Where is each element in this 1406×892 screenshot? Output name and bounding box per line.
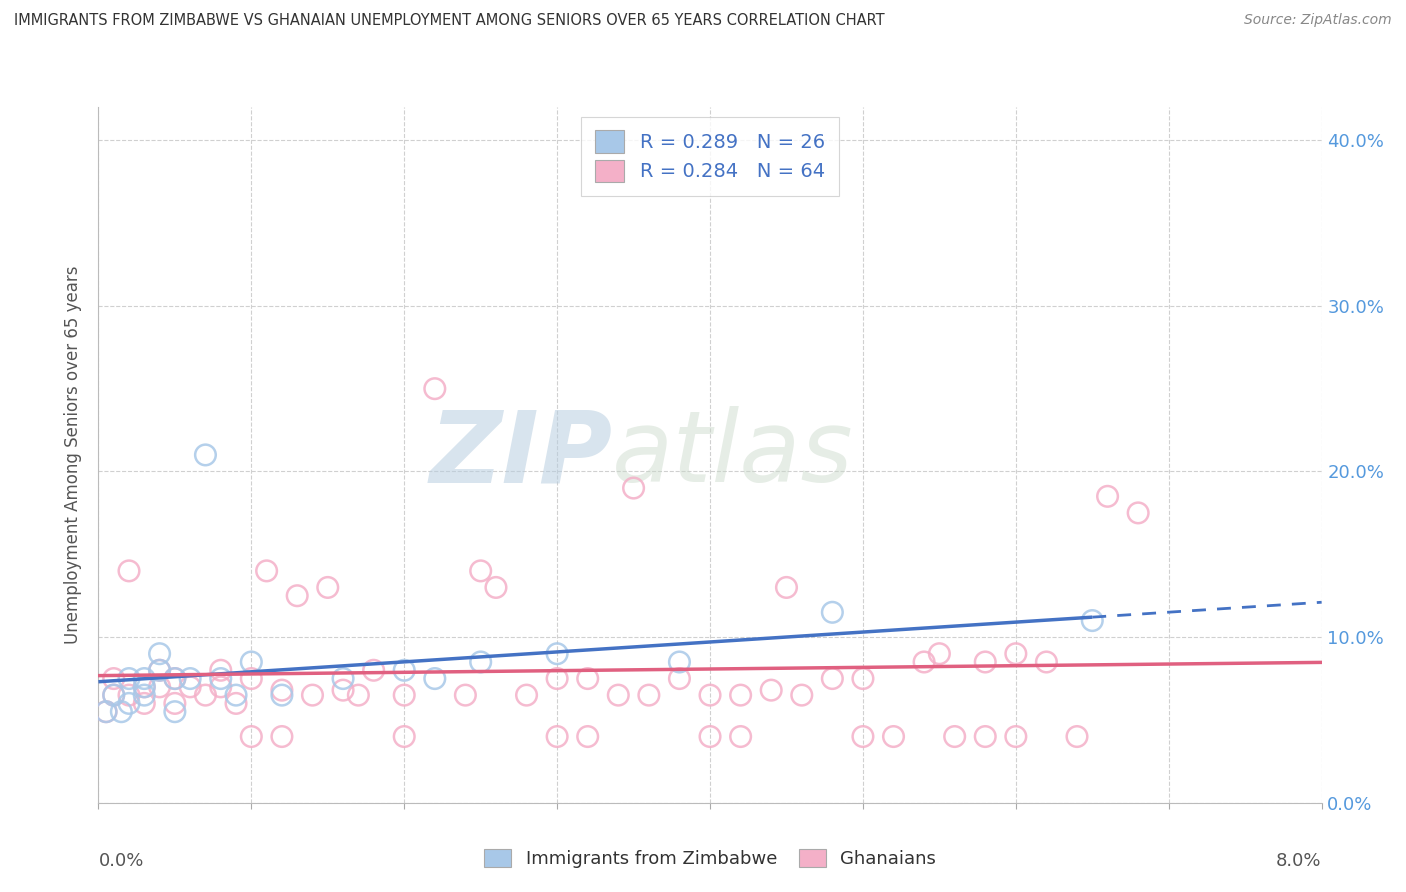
Point: [759, 683, 782, 698]
Point: [790, 688, 813, 702]
Point: [163, 672, 186, 686]
Text: ZIP: ZIP: [429, 407, 612, 503]
Text: IMMIGRANTS FROM ZIMBABWE VS GHANAIAN UNEMPLOYMENT AMONG SENIORS OVER 65 YEARS CO: IMMIGRANTS FROM ZIMBABWE VS GHANAIAN UNE…: [14, 13, 884, 29]
Point: [392, 688, 416, 702]
Point: [470, 655, 492, 669]
Text: 8.0%: 8.0%: [1277, 852, 1322, 870]
Point: [134, 697, 156, 711]
Point: [134, 672, 156, 686]
Point: [179, 680, 201, 694]
Point: [209, 680, 232, 694]
Point: [883, 730, 905, 744]
Point: [852, 730, 875, 744]
Point: [821, 605, 844, 619]
Point: [576, 672, 599, 686]
Point: [546, 672, 568, 686]
Point: [163, 672, 186, 686]
Point: [1004, 647, 1026, 661]
Point: [974, 730, 997, 744]
Point: [149, 647, 172, 661]
Point: [699, 730, 721, 744]
Point: [94, 705, 117, 719]
Point: [974, 655, 997, 669]
Point: [103, 688, 125, 702]
Point: [209, 663, 232, 677]
Point: [118, 688, 141, 702]
Text: Source: ZipAtlas.com: Source: ZipAtlas.com: [1244, 13, 1392, 28]
Point: [454, 688, 477, 702]
Point: [1004, 730, 1026, 744]
Point: [470, 564, 492, 578]
Point: [912, 655, 935, 669]
Point: [546, 730, 568, 744]
Point: [118, 672, 141, 686]
Point: [118, 697, 141, 711]
Point: [270, 683, 294, 698]
Point: [134, 688, 156, 702]
Point: [163, 705, 186, 719]
Point: [225, 697, 247, 711]
Y-axis label: Unemployment Among Seniors over 65 years: Unemployment Among Seniors over 65 years: [65, 266, 83, 644]
Point: [256, 564, 278, 578]
Point: [821, 672, 844, 686]
Point: [149, 663, 172, 677]
Point: [270, 730, 294, 744]
Point: [179, 672, 201, 686]
Point: [392, 663, 416, 677]
Point: [149, 680, 172, 694]
Point: [194, 448, 217, 462]
Point: [943, 730, 966, 744]
Point: [1128, 506, 1150, 520]
Point: [637, 688, 661, 702]
Point: [332, 672, 354, 686]
Point: [668, 672, 690, 686]
Point: [699, 688, 721, 702]
Point: [516, 688, 538, 702]
Text: atlas: atlas: [612, 407, 853, 503]
Point: [928, 647, 950, 661]
Point: [134, 680, 156, 694]
Point: [485, 581, 508, 595]
Legend: Immigrants from Zimbabwe, Ghanaians: Immigrants from Zimbabwe, Ghanaians: [475, 840, 945, 877]
Point: [423, 672, 446, 686]
Point: [730, 730, 752, 744]
Point: [347, 688, 370, 702]
Point: [163, 697, 186, 711]
Point: [149, 663, 172, 677]
Point: [103, 672, 125, 686]
Point: [209, 672, 232, 686]
Point: [852, 672, 875, 686]
Point: [546, 647, 568, 661]
Point: [392, 730, 416, 744]
Point: [225, 688, 247, 702]
Point: [134, 680, 156, 694]
Point: [1066, 730, 1088, 744]
Point: [576, 730, 599, 744]
Point: [1081, 614, 1104, 628]
Point: [363, 663, 385, 677]
Point: [118, 564, 141, 578]
Point: [775, 581, 797, 595]
Point: [1035, 655, 1057, 669]
Point: [423, 382, 446, 396]
Point: [607, 688, 630, 702]
Point: [110, 705, 132, 719]
Point: [194, 688, 217, 702]
Point: [730, 688, 752, 702]
Point: [301, 688, 323, 702]
Point: [240, 672, 263, 686]
Point: [94, 705, 117, 719]
Point: [240, 730, 263, 744]
Point: [1097, 489, 1119, 503]
Point: [332, 683, 354, 698]
Text: 0.0%: 0.0%: [98, 852, 143, 870]
Point: [668, 655, 690, 669]
Point: [103, 688, 125, 702]
Point: [285, 589, 308, 603]
Point: [270, 688, 294, 702]
Point: [316, 581, 339, 595]
Point: [623, 481, 645, 495]
Point: [240, 655, 263, 669]
